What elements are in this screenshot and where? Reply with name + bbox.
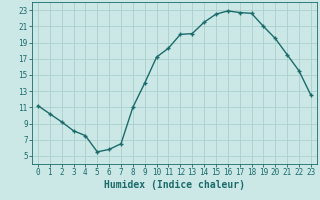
X-axis label: Humidex (Indice chaleur): Humidex (Indice chaleur) xyxy=(104,180,245,190)
